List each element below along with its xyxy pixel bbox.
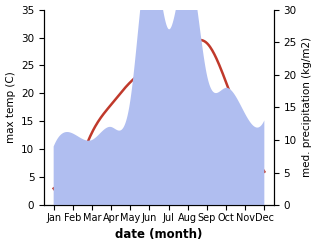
Y-axis label: med. precipitation (kg/m2): med. precipitation (kg/m2) (302, 37, 313, 177)
X-axis label: date (month): date (month) (115, 228, 203, 242)
Y-axis label: max temp (C): max temp (C) (5, 72, 16, 143)
